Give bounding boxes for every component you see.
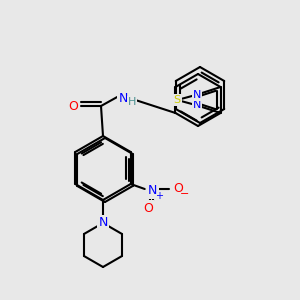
Text: −: − [180, 189, 189, 199]
Text: N: N [193, 90, 201, 100]
Text: +: + [155, 191, 163, 201]
Text: O: O [143, 202, 153, 214]
Text: O: O [68, 100, 78, 112]
Text: N: N [98, 217, 108, 230]
Text: N: N [118, 92, 128, 104]
Text: O: O [173, 182, 183, 196]
Text: N: N [148, 184, 158, 197]
Text: N: N [193, 100, 201, 110]
Text: H: H [128, 97, 136, 107]
Text: S: S [174, 95, 181, 105]
